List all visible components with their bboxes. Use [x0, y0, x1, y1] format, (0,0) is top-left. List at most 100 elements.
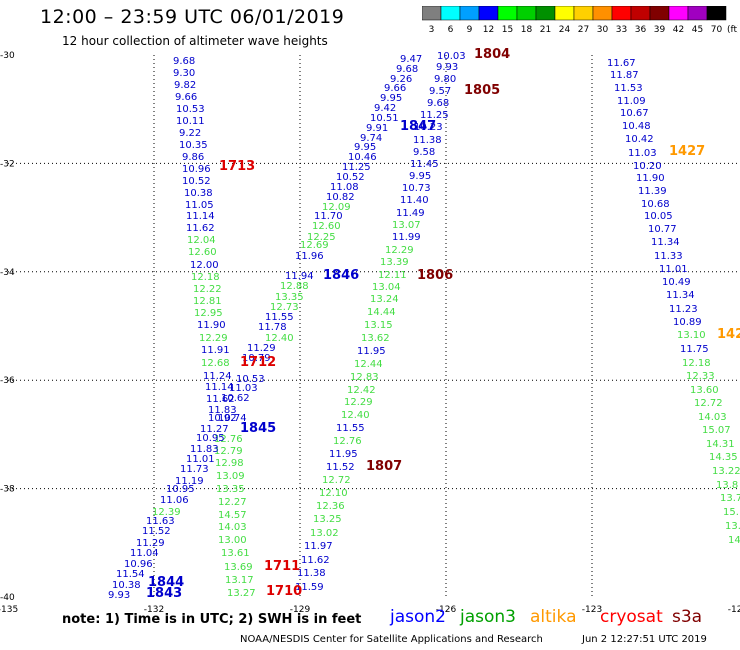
longitude-tick-label: -123: [582, 605, 602, 615]
wave-height-value: 12.79: [214, 446, 243, 457]
wave-height-value: 11.95: [329, 449, 358, 460]
wave-height-value: 9.95: [380, 93, 402, 104]
wave-height-value: 13.60: [690, 385, 719, 396]
wave-height-value: 10.52: [182, 176, 211, 187]
wave-height-value: 10.77: [648, 224, 677, 235]
wave-height-value: 13.04: [372, 282, 401, 293]
wave-height-value: 11.04: [130, 548, 159, 559]
wave-height-value: 12.69: [300, 240, 329, 251]
wave-height-value: 11.53: [614, 83, 643, 94]
wave-height-value: 12.95: [194, 308, 223, 319]
wave-height-value: 12.25: [307, 232, 336, 243]
wave-height-value: 9.42: [374, 103, 396, 114]
wave-height-value: 11.83: [190, 444, 219, 455]
wave-height-value: 9.80: [434, 74, 456, 85]
wave-height-value: 13.09: [216, 471, 245, 482]
wave-height-value: 14.31: [706, 439, 735, 450]
satellite-name-s3a: s3a: [672, 607, 703, 627]
latitude-tick-label: -40: [0, 593, 15, 603]
wave-height-value: 14.44: [367, 307, 396, 318]
colorbar-label: 45: [692, 25, 703, 34]
wave-height-value: 10.42: [625, 134, 654, 145]
latitude-tick-label: -30: [0, 51, 15, 61]
track-1427-b: 13.10 12.18 12.33 13.60 12.72 14.03 15.07 14.31…: [677, 330, 740, 546]
wave-height-value: 11.73: [180, 464, 209, 475]
wave-height-value: 13.7: [720, 493, 740, 504]
track-1845-b: 12.39: [152, 507, 181, 518]
wave-height-value: 11.62: [301, 555, 330, 566]
colorbar-label: 15: [502, 25, 513, 34]
colorbar-label: 70: [711, 25, 723, 34]
wave-height-value: 12.68: [201, 358, 230, 369]
colorbar-label: 30: [597, 25, 609, 34]
wave-height-value: 14.57: [218, 510, 247, 521]
track-1712-e: 11.90: [197, 320, 226, 331]
wave-height-value: 12.18: [191, 272, 220, 283]
wave-height-value: 10.49: [662, 277, 691, 288]
pass-time-label: 1845: [240, 421, 276, 436]
wave-height-value: 10.96: [182, 164, 211, 175]
track-1712-c: 12.00: [190, 260, 219, 271]
wave-height-value: 10.74: [218, 413, 247, 424]
wave-height-value: 9.95: [354, 142, 376, 153]
pass-time-label: 1806: [417, 268, 453, 283]
wave-height-value: 11.03: [229, 383, 258, 394]
wave-height-value: 12.83: [350, 372, 379, 383]
pass-time-label: 1805: [464, 83, 500, 98]
wave-height-value: 11.38: [413, 135, 442, 146]
latitude-tick-label: -34: [0, 268, 15, 278]
wave-height-value: 10.46: [348, 152, 377, 163]
wave-height-value: 12.60: [312, 221, 341, 232]
track-1847-g: 11.95 11.52: [326, 449, 358, 473]
wave-height-value: 11.97: [304, 541, 333, 552]
track-1712-f: 12.29: [199, 333, 228, 344]
units-note: note: 1) Time is in UTC; 2) SWH is in fe…: [62, 612, 362, 627]
wave-height-value: 13.27: [227, 588, 256, 599]
wave-height-value: 14: [728, 535, 740, 546]
wave-height-value: 11.24: [203, 371, 232, 382]
wave-height-value: 9.66: [384, 83, 406, 94]
colorbar-label: 12: [483, 25, 494, 34]
wave-height-value: 10.73: [402, 183, 431, 194]
track-1712: 9.689.309.829.6610.5310.119.2210.359.861…: [173, 56, 215, 234]
satellite-name-jason3: jason3: [460, 607, 516, 627]
wave-height-value: 10.82: [326, 192, 355, 203]
wave-height-value: 11.70: [314, 211, 343, 222]
pass-time-label: 1711: [264, 559, 300, 574]
wave-height-value: 9.68: [173, 56, 195, 67]
wave-height-value: 12.33: [686, 371, 715, 382]
wave-height-value: 12.00: [190, 260, 219, 271]
wave-height-value: 14.35: [709, 452, 738, 463]
wave-height-value: 12.88: [280, 281, 309, 292]
wave-height-value: 10.53: [176, 104, 205, 115]
pass-time-label: 1847: [400, 119, 436, 134]
wave-height-value: 12.76: [333, 436, 362, 447]
longitude-tick-label: -135: [0, 605, 18, 615]
wave-height-value: 13.35: [216, 484, 245, 495]
wave-height-value: 12.98: [215, 458, 244, 469]
wave-height-value: 10.95: [166, 484, 195, 495]
wave-height-value: 9.47: [400, 54, 422, 65]
wave-height-value: 9.30: [173, 68, 195, 79]
wave-height-value: 9.82: [174, 80, 196, 91]
track-1847-f: 12.76: [333, 436, 362, 447]
wave-height-value: 12.09: [322, 202, 351, 213]
wave-height-value: 11.01: [659, 264, 688, 275]
wave-height-value: 13.15: [364, 320, 393, 331]
wave-height-value: 11.08: [330, 182, 359, 193]
wave-height-value: 11.39: [638, 186, 667, 197]
wave-height-value: 9.91: [366, 123, 388, 134]
pass-time-label: 1712: [240, 355, 276, 370]
wave-height-value: 11.67: [607, 58, 636, 69]
wave-height-value: 10.92: [208, 413, 237, 424]
wave-height-value: 11.25: [342, 162, 371, 173]
